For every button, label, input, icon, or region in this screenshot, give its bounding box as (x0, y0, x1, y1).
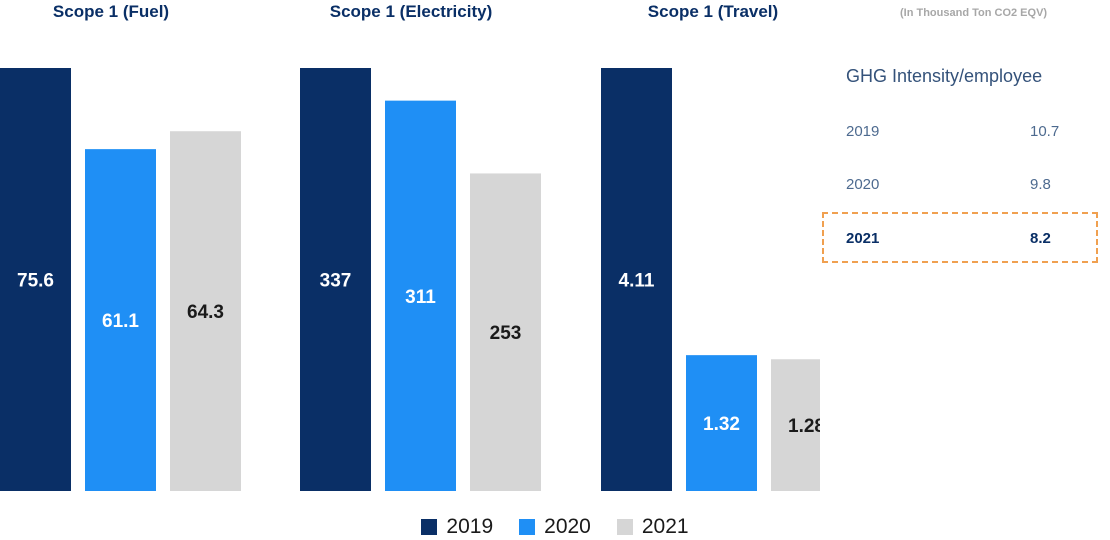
bar-fuel-2021 (170, 131, 241, 491)
legend-swatch (519, 519, 536, 535)
bar-label-fuel-2019: 75.6 (17, 271, 54, 292)
legend-item-2019: 2019 (421, 515, 493, 539)
ghg-row-2020: 2020 9.8 (846, 176, 1076, 193)
legend-item-2021: 2021 (616, 515, 689, 539)
bar-label-fuel-2020: 61.1 (102, 311, 139, 332)
legend-item-2020: 2020 (519, 515, 591, 539)
ghg-value: 9.8 (1030, 176, 1051, 193)
ghg-year: 2020 (846, 176, 880, 193)
highlight-box-2021 (822, 212, 1098, 263)
ghg-row-2019: 2019 10.7 (846, 123, 1076, 140)
bar-travel-2020 (686, 355, 757, 491)
bar-travel-2019 (601, 68, 672, 491)
bar-label-travel-2021: 1.28 (788, 416, 820, 437)
legend-label: 2020 (544, 515, 591, 538)
chart-title-travel: Scope 1 (Travel) (647, 2, 779, 21)
bar-label-electricity-2021: 253 (490, 323, 522, 344)
bar-electricity-2020 (385, 100, 456, 492)
bar-label-fuel-2021: 64.3 (187, 302, 224, 323)
chart-title-fuel: Scope 1 (Fuel) (52, 2, 170, 21)
bar-label-electricity-2019: 337 (320, 271, 352, 292)
legend: 2019 2020 2021 (0, 515, 1110, 539)
ghg-row-2021: 2021 8.2 (846, 230, 1076, 247)
legend-label: 2021 (641, 515, 689, 538)
bar-electricity-2021 (470, 173, 541, 491)
ghg-value: 8.2 (1030, 230, 1051, 247)
ghg-title: GHG Intensity/employee (846, 66, 1043, 86)
legend-label: 2019 (446, 515, 494, 538)
bar-fuel-2020 (85, 149, 156, 491)
ghg-year: 2019 (846, 123, 880, 140)
ghg-year: 2021 (846, 230, 880, 247)
legend-swatch (421, 519, 438, 535)
bar-fuel-2019 (0, 68, 71, 491)
ghg-value: 10.7 (1030, 123, 1060, 140)
bar-electricity-2019 (300, 68, 371, 491)
bar-label-travel-2019: 4.11 (619, 271, 655, 292)
bar-travel-2021 (771, 359, 820, 491)
ghg-intensity-panel: GHG Intensity/employee (846, 66, 1096, 87)
chart-title-electricity: Scope 1 (Electricity) (329, 2, 493, 21)
unit-note: (In Thousand Ton CO2 EQV) (900, 7, 1048, 19)
legend-swatch (616, 519, 633, 535)
bar-charts: 75.6 61.1 64.3 337 311 253 4.11 1.32 1.28 (0, 68, 820, 492)
bar-label-travel-2020: 1.32 (703, 414, 740, 435)
bar-label-electricity-2020: 311 (405, 287, 436, 308)
